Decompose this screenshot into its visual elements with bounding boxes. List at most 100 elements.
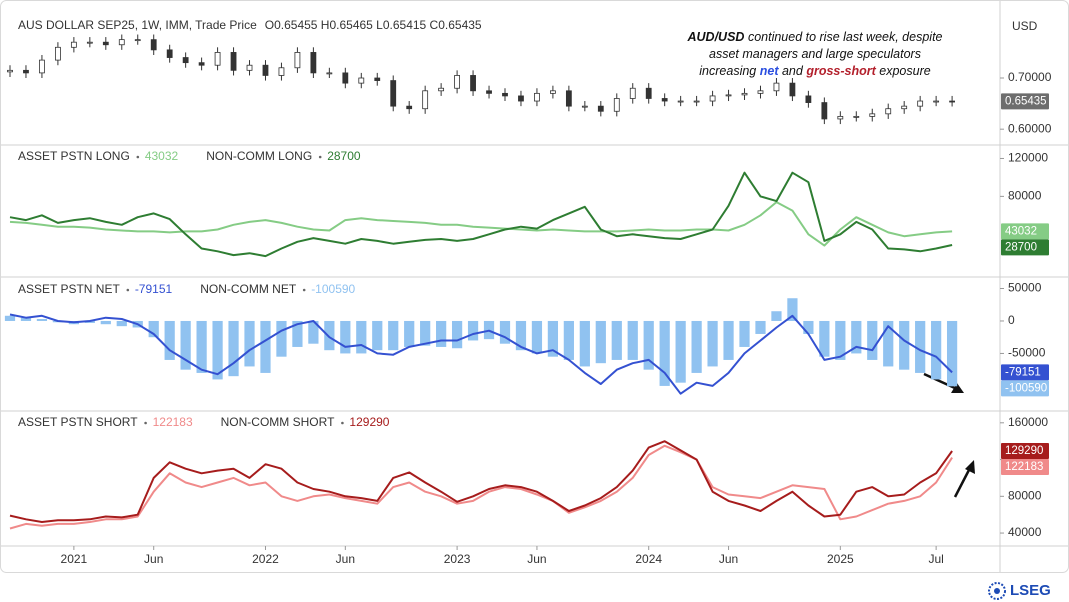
bar xyxy=(276,320,287,357)
bar xyxy=(946,320,958,387)
bar xyxy=(851,320,862,354)
legend-dot xyxy=(341,421,344,425)
bar xyxy=(196,320,207,373)
y-tick-label: 0.70000 xyxy=(1008,70,1052,84)
candle-body xyxy=(150,39,157,51)
price-tag xyxy=(1001,443,1049,460)
y-tick-label: 160000 xyxy=(1008,415,1048,429)
bar xyxy=(340,320,351,354)
bar xyxy=(420,320,431,346)
legend-value: 43032 xyxy=(145,149,179,163)
y-tick-label: 80000 xyxy=(1008,488,1042,502)
annotation-text: gross-short xyxy=(806,64,876,78)
bar xyxy=(803,320,814,334)
bar xyxy=(436,320,447,347)
candle-body xyxy=(709,95,716,102)
y-tick-label: -50000 xyxy=(1008,346,1046,360)
bar xyxy=(755,320,766,334)
bar xyxy=(356,320,367,354)
bar xyxy=(164,320,175,360)
price-tag-label: 43032 xyxy=(1005,225,1037,237)
annotation-text: exposure xyxy=(879,64,931,78)
candle-body xyxy=(629,87,636,99)
candle-body xyxy=(821,102,828,120)
brand-logo xyxy=(988,582,1006,600)
bar xyxy=(148,320,159,338)
candle-body xyxy=(198,62,205,66)
legend-dot xyxy=(302,288,306,292)
series-line xyxy=(9,440,953,523)
candle-body xyxy=(486,90,492,94)
x-tick-label: Jun xyxy=(144,552,163,566)
bar xyxy=(499,320,511,344)
price-tag xyxy=(1001,380,1049,397)
bar xyxy=(292,320,303,347)
price-tag-label: 0.65435 xyxy=(1005,95,1047,107)
candle-body xyxy=(550,90,556,94)
x-tick-label: 2025 xyxy=(827,552,854,566)
price-tag xyxy=(1001,223,1049,240)
bar xyxy=(883,320,894,367)
candle-body xyxy=(933,100,940,103)
annotation-line: increasing net and gross-short exposure xyxy=(640,63,990,80)
candle-body xyxy=(470,75,476,92)
candle-body xyxy=(55,46,61,61)
bar xyxy=(515,320,527,351)
candle-body xyxy=(789,82,796,97)
candle-body xyxy=(565,90,572,107)
bar xyxy=(260,320,271,373)
candle-body xyxy=(39,59,45,74)
candle-body xyxy=(118,39,125,46)
candle-body xyxy=(166,49,173,58)
annotation-line: asset managers and large speculators xyxy=(640,46,990,63)
annotation-text: net xyxy=(759,64,779,78)
y-tick-label: 0.60000 xyxy=(1008,121,1052,135)
candle-body xyxy=(102,41,109,46)
candle-body xyxy=(358,77,365,84)
candle-body xyxy=(230,52,237,71)
x-tick-label: 2023 xyxy=(444,552,471,566)
bar xyxy=(20,317,32,321)
candle-body xyxy=(310,52,317,74)
candle-body xyxy=(581,105,588,108)
bar xyxy=(659,320,670,386)
bar xyxy=(931,320,942,380)
bar xyxy=(244,320,255,367)
y-tick-label: 80000 xyxy=(1008,189,1042,203)
candle-body xyxy=(805,95,812,103)
candle-body xyxy=(645,87,652,99)
candle-body xyxy=(757,90,764,94)
annotation: AUD/USD continued to rise last week, des… xyxy=(640,29,990,80)
bar xyxy=(388,320,399,351)
legend-value: -79151 xyxy=(135,282,173,296)
candle-body xyxy=(901,105,908,110)
candle-body xyxy=(534,92,540,102)
candle-body xyxy=(134,39,141,42)
bar xyxy=(212,320,223,380)
price-tag xyxy=(1001,239,1049,256)
bar xyxy=(100,320,111,325)
legend-value: 28700 xyxy=(327,149,361,163)
bar xyxy=(643,320,654,370)
candle-body xyxy=(725,94,732,97)
candle-body xyxy=(390,80,397,107)
annotation-text: asset managers and large speculators xyxy=(709,47,921,61)
bar xyxy=(451,320,463,349)
legend-label: ASSET PSTN SHORT xyxy=(18,415,138,429)
candle-body xyxy=(869,113,876,117)
bar xyxy=(116,320,127,327)
legend-dot xyxy=(136,155,140,159)
candle-body xyxy=(278,67,285,76)
bar xyxy=(228,320,239,377)
price-tag-label: 122183 xyxy=(1005,461,1043,473)
annotation-text: increasing xyxy=(699,64,757,78)
annotation-text: and xyxy=(781,64,803,78)
candle-body xyxy=(86,41,93,44)
bar xyxy=(675,320,686,383)
bar xyxy=(819,320,830,357)
y-tick-label: 120000 xyxy=(1008,151,1048,165)
candle-body xyxy=(613,98,620,112)
candle-body xyxy=(406,105,413,110)
